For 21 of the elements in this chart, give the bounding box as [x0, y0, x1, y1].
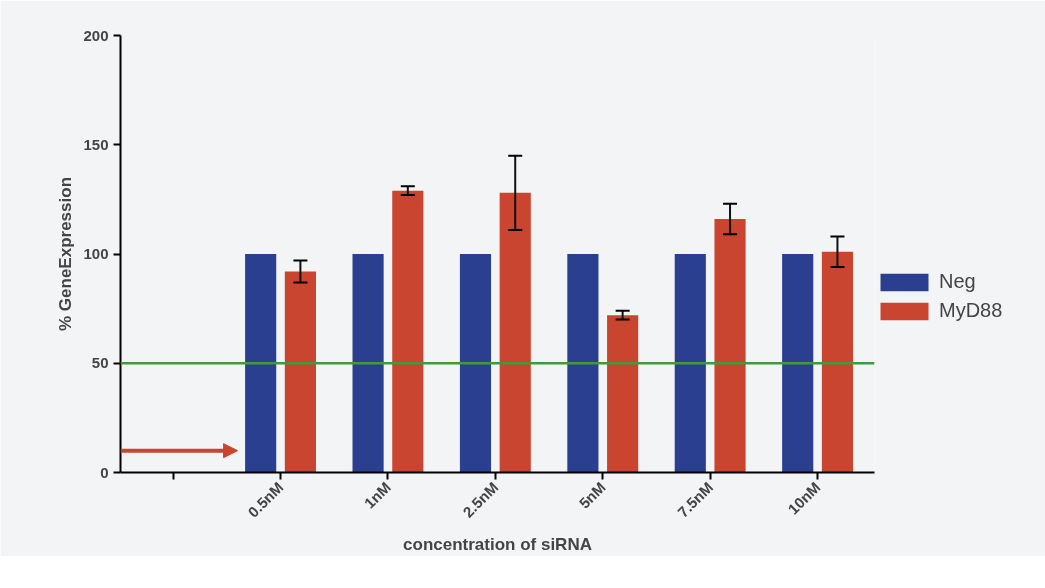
bar: [499, 192, 531, 473]
y-tick-label: 200: [83, 26, 109, 44]
bar: [284, 271, 316, 473]
bar: [352, 254, 384, 473]
y-tick-label: 50: [91, 354, 109, 372]
x-axis-title: concentration of siRNA: [403, 534, 592, 554]
bar: [392, 190, 424, 473]
bar: [459, 254, 492, 473]
bar: [607, 315, 639, 473]
bar: [674, 254, 706, 473]
bar: [821, 251, 854, 473]
bar: [567, 254, 599, 473]
y-axis-title: % GeneExpression: [56, 176, 76, 331]
legend-label: Neg: [939, 270, 976, 293]
bar: [714, 219, 746, 473]
bar: [782, 254, 814, 473]
y-tick-label: 100: [83, 245, 109, 262]
bar: [245, 254, 277, 473]
y-tick-label: 0: [100, 463, 109, 481]
legend-label: MyD88: [939, 299, 1003, 322]
y-tick-label: 150: [83, 135, 109, 153]
